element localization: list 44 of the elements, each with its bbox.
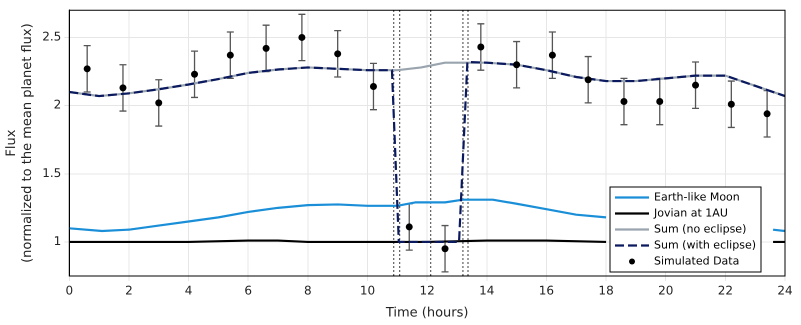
x-tick-label: 14 [479, 283, 494, 298]
x-tick-label: 10 [360, 283, 376, 298]
point [477, 44, 484, 51]
legend-label: Simulated Data [654, 254, 740, 268]
point [406, 223, 413, 230]
x-tick-label: 24 [777, 283, 793, 298]
y-tick-label: 2.5 [42, 30, 62, 44]
x-tick-label: 6 [244, 283, 252, 298]
y-tick-label: 1.5 [42, 166, 62, 180]
x-tick-label: 0 [65, 283, 74, 298]
y-axis-title: Flux (normalized to the mean planet flux) [4, 23, 35, 263]
point [584, 76, 592, 84]
x-tick-label: 8 [304, 283, 312, 298]
point [370, 83, 377, 90]
y-tick-label: 1 [54, 234, 62, 248]
legend-label: Sum (no eclipse) [654, 222, 746, 236]
point [84, 65, 91, 72]
x-axis-title: Time (hours) [384, 306, 468, 321]
x-tick-label: 20 [658, 283, 674, 298]
point [155, 99, 162, 106]
legend-label: Earth-like Moon [654, 190, 740, 204]
point [226, 52, 234, 59]
x-tick-label: 4 [184, 283, 192, 298]
x-tick-label: 18 [598, 283, 614, 298]
point [548, 52, 556, 59]
x-tick-label: 12 [420, 283, 435, 298]
legend-label: Jovian at 1AU [653, 206, 728, 220]
point [764, 110, 771, 118]
point [692, 82, 700, 89]
point [191, 70, 198, 78]
point [262, 44, 270, 52]
point [728, 100, 735, 108]
point [334, 50, 342, 58]
x-tick-label: 16 [538, 283, 554, 298]
point [298, 34, 306, 41]
y-tick-label: 2 [54, 98, 62, 112]
x-tick-label: 22 [718, 283, 733, 298]
point [620, 98, 628, 106]
point [119, 84, 126, 92]
legend-label: Sum (with eclipse) [654, 238, 756, 252]
point [442, 245, 449, 252]
point [656, 98, 664, 106]
x-tick-label: 2 [125, 283, 133, 298]
point [513, 61, 520, 68]
